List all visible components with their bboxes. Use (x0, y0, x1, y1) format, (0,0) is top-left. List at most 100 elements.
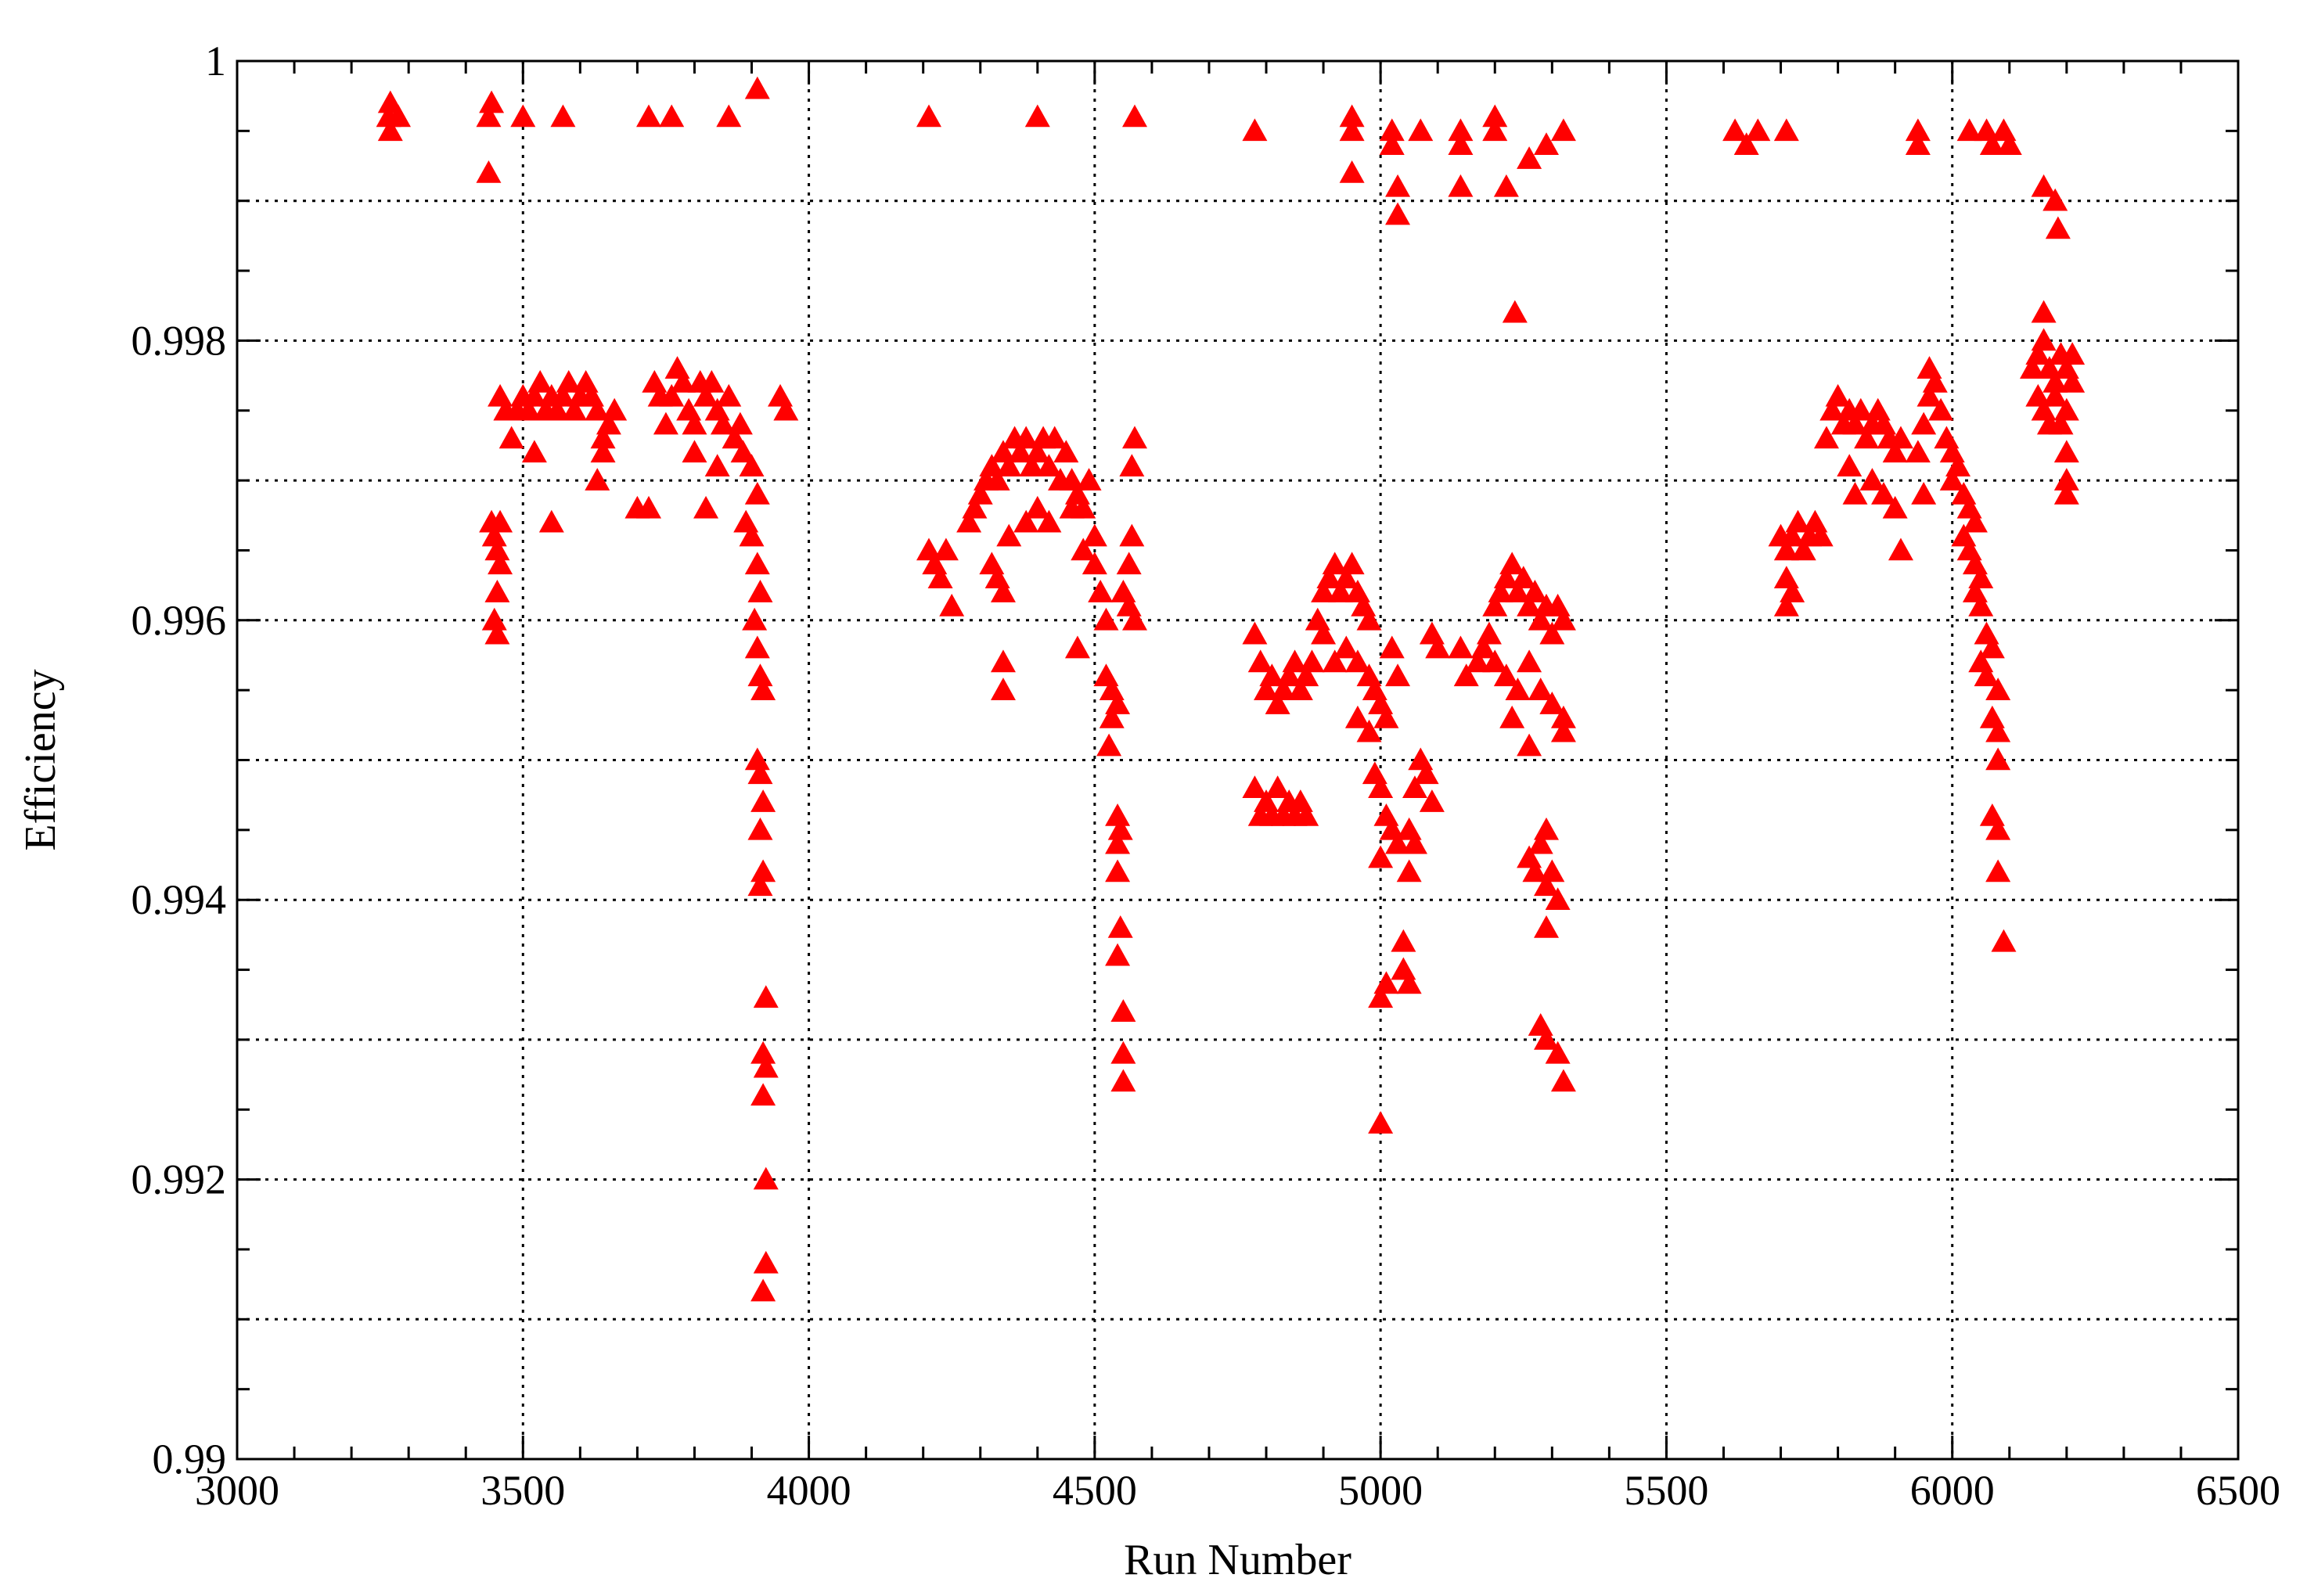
data-point (1470, 635, 1496, 659)
data-point (1448, 118, 1474, 142)
data-point (939, 593, 965, 616)
data-point (1448, 174, 1474, 197)
data-point (693, 383, 719, 407)
data-point (933, 537, 959, 561)
data-point (1093, 607, 1119, 631)
data-point (527, 370, 553, 393)
data-point (1093, 663, 1119, 687)
x-tick-label: 5500 (1624, 1467, 1708, 1514)
data-point (753, 1250, 779, 1274)
data-point (481, 607, 507, 631)
data-point (750, 1083, 776, 1106)
data-point (1339, 160, 1365, 183)
data-point (1482, 104, 1508, 128)
data-point (744, 747, 770, 771)
data-point (1408, 747, 1434, 771)
data-point (1871, 481, 1897, 505)
y-tick-labels: 0.99 0.992 0.994 0.996 0.998 1 (131, 38, 227, 1483)
x-tick-label: 6500 (2196, 1467, 2280, 1514)
data-point (1071, 537, 1096, 561)
data-point (744, 635, 770, 659)
data-point (2042, 188, 2068, 211)
data-point (1911, 481, 1937, 505)
data-point (2045, 216, 2071, 239)
data-point (1356, 607, 1382, 631)
data-point (1550, 705, 1576, 728)
data-point (1119, 523, 1145, 547)
data-point (2042, 370, 2068, 393)
data-point (979, 552, 1005, 575)
data-point (1036, 509, 1062, 533)
data-point (1322, 649, 1348, 673)
data-point (659, 383, 685, 407)
data-point (1945, 454, 1971, 477)
data-point (1974, 621, 1999, 645)
data-point (1419, 789, 1445, 812)
data-point (1007, 440, 1033, 463)
data-point (753, 1166, 779, 1190)
data-point (1247, 649, 1273, 673)
data-point (1745, 118, 1771, 142)
data-point (1991, 929, 2017, 952)
data-point (916, 104, 941, 128)
data-point (773, 397, 799, 421)
data-point (1265, 692, 1290, 714)
data-point (1105, 943, 1131, 966)
data-point (498, 426, 524, 449)
data-point (1939, 468, 1965, 491)
data-point (1105, 831, 1131, 854)
data-point (488, 509, 513, 533)
data-point (990, 580, 1016, 602)
data-point (1888, 426, 1913, 449)
data-point (377, 90, 403, 113)
data-point (1917, 356, 1942, 379)
data-point (1773, 593, 1799, 616)
data-point (2053, 397, 2079, 421)
data-point (750, 1278, 776, 1302)
data-point (659, 104, 685, 128)
data-point (1528, 607, 1553, 631)
data-point (479, 90, 505, 113)
data-point (521, 440, 547, 463)
x-axis-title: Run Number (1124, 1536, 1351, 1584)
data-point (1333, 566, 1359, 588)
data-point (1813, 426, 1839, 449)
data-point (1385, 663, 1411, 687)
data-point (1287, 678, 1313, 700)
data-point (1505, 678, 1531, 700)
data-point (1121, 104, 1147, 128)
grid-layer (237, 61, 2238, 1459)
data-point (990, 678, 1016, 700)
data-point (1053, 440, 1079, 463)
data-point (1294, 803, 1319, 826)
data-point (1339, 552, 1365, 575)
data-point (1024, 495, 1050, 519)
x-tick-label: 4000 (767, 1467, 851, 1514)
data-point (1517, 593, 1542, 616)
data-point (1402, 775, 1427, 799)
data-point (699, 370, 725, 393)
data-point (1425, 635, 1451, 659)
data-point (1482, 593, 1508, 616)
data-point (1379, 635, 1405, 659)
data-point (1979, 803, 2005, 826)
data-point (693, 495, 719, 519)
data-point (1448, 635, 1474, 659)
data-point (573, 370, 599, 393)
data-point (1505, 580, 1531, 602)
data-point (984, 468, 1010, 491)
data-point (1979, 635, 2005, 659)
data-point (1550, 719, 1576, 742)
data-point (739, 523, 765, 547)
data-point (2031, 300, 2057, 323)
data-point (602, 397, 628, 421)
data-point (1379, 132, 1405, 156)
data-point (996, 454, 1022, 477)
y-tick-label: 1 (205, 38, 226, 84)
data-point (1882, 495, 1908, 519)
data-point (1493, 174, 1519, 197)
data-point (1854, 426, 1880, 449)
data-point (2053, 481, 2079, 505)
data-point (1339, 118, 1365, 142)
data-point (521, 383, 547, 407)
